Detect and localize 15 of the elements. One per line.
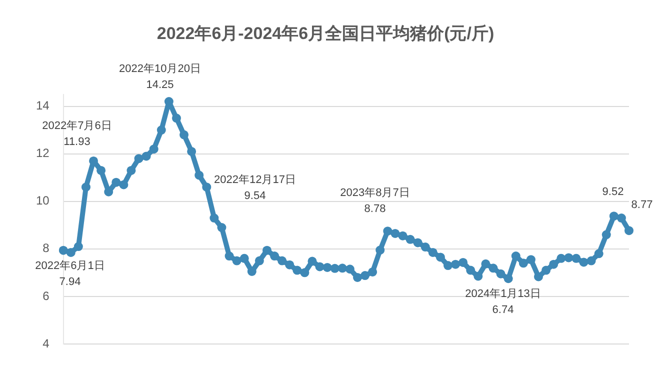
y-tick-label: 8 <box>42 241 50 256</box>
annotation: 9.52 <box>602 186 624 198</box>
annotation: 2022年12月17日 9.54 <box>214 174 296 202</box>
chart-title: 2022年6月-2024年6月全国日平均猪价(元/斤) <box>156 24 494 43</box>
y-tick-label: 14 <box>36 98 50 113</box>
y-tick-label: 10 <box>36 194 50 208</box>
annotation: 2022年6月1日 7.94 <box>35 260 105 288</box>
y-tick-label: 6 <box>42 288 50 303</box>
y-tick-label: 4 <box>42 336 50 350</box>
text: 8.77 <box>631 199 653 212</box>
annotation: 2024年1月13日 6.74 <box>465 288 541 316</box>
y-tick-label: 12 <box>36 146 50 160</box>
annotation: 2023年8月7日 8.78 <box>340 187 410 216</box>
text: 2022年10月20日 14.25 <box>119 63 201 92</box>
annotation: 2022年7月6日 11.93 <box>42 120 112 148</box>
